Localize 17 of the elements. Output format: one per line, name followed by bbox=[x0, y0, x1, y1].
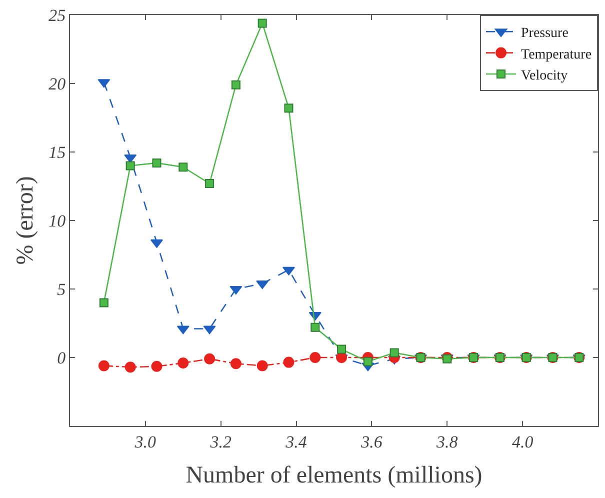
x-tick-label: 3.8 bbox=[436, 432, 458, 452]
legend-label: Temperature bbox=[521, 47, 592, 62]
y-tick-label: 20 bbox=[48, 74, 66, 94]
x-axis-title: Number of elements (millions) bbox=[186, 462, 482, 489]
y-tick-label: 10 bbox=[48, 211, 66, 230]
y-tick-label: 0 bbox=[57, 348, 66, 368]
x-tick-label: 4.0 bbox=[512, 432, 534, 452]
legend-label: Pressure bbox=[521, 26, 568, 42]
y-tick-label: 15 bbox=[48, 142, 66, 162]
y-tick-label: 5 bbox=[57, 280, 66, 299]
y-tick-label: 25 bbox=[48, 6, 66, 25]
x-tick-label: 3.4 bbox=[284, 432, 308, 452]
x-tick-label: 3.6 bbox=[360, 432, 383, 452]
x-tick-label: 3.0 bbox=[134, 432, 157, 452]
y-axis-title: % (error) bbox=[12, 176, 39, 265]
legend-label: Velocity bbox=[521, 68, 568, 84]
x-tick-label: 3.2 bbox=[209, 432, 232, 452]
